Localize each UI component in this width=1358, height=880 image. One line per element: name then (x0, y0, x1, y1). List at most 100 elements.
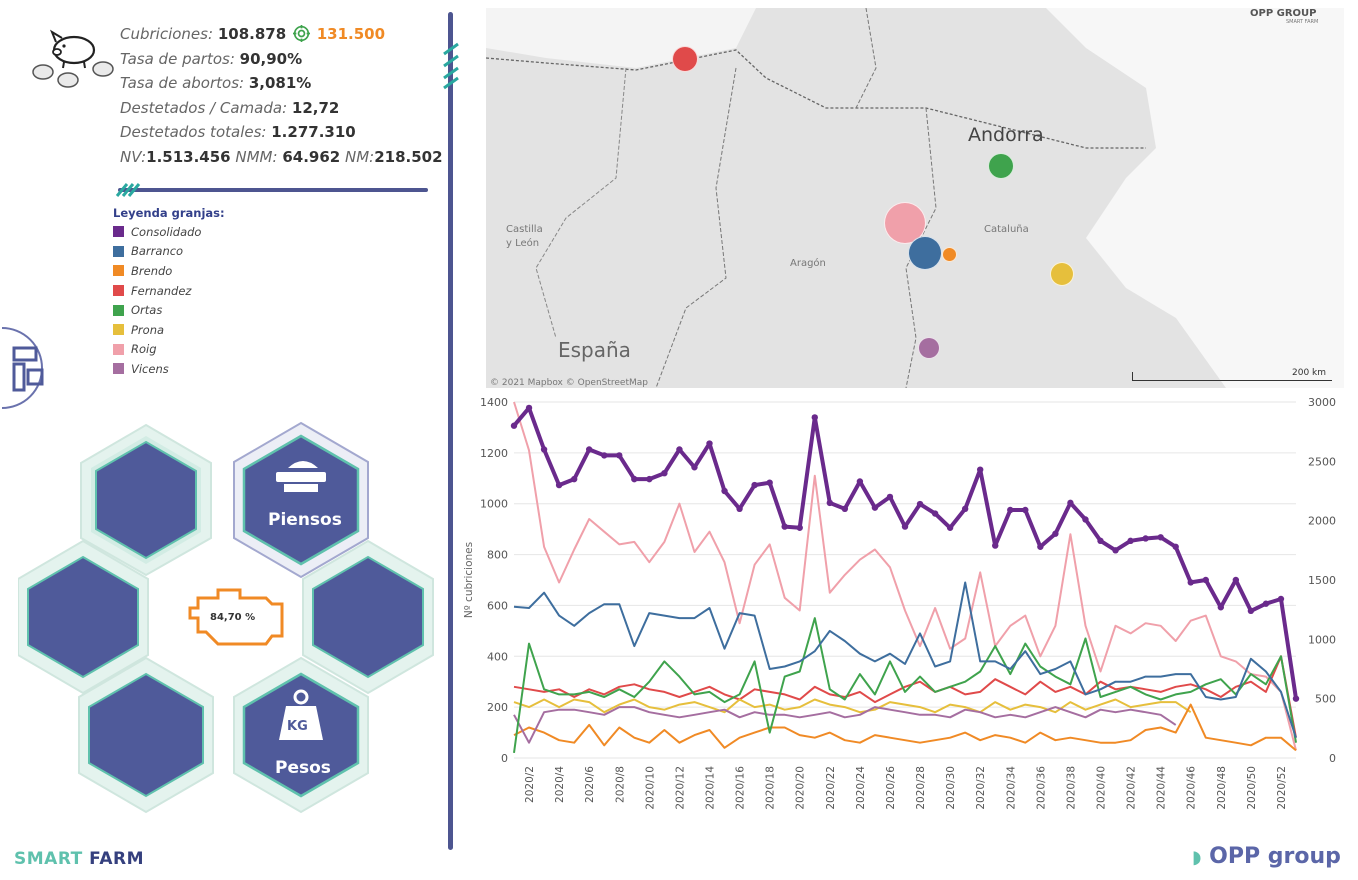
weight-icon (279, 689, 323, 740)
legend-item-prona[interactable]: Prona (113, 320, 225, 340)
legend-label: Fernandez (131, 283, 192, 298)
hex-empty-middle-left[interactable] (18, 539, 149, 695)
cubriciones-value: 108.878 (217, 25, 287, 43)
engine-value: 84,70 % (210, 612, 256, 623)
hex-empty-middle-right[interactable] (302, 539, 434, 695)
series-line-consolidado (512, 405, 1298, 699)
hex-pesos[interactable] (233, 656, 369, 814)
x-tick-label: 2020/24 (855, 766, 867, 810)
series-point-consolidado (616, 452, 623, 459)
y-tick-label: 0 (501, 752, 508, 765)
series-point-consolidado (1082, 516, 1089, 523)
series-point-consolidado (886, 493, 894, 501)
y2-tick-label: 1000 (1308, 633, 1336, 646)
series-line-brendo (513, 703, 1297, 752)
series-point-consolidado (1112, 547, 1119, 554)
map-dot-vicens[interactable] (918, 337, 940, 359)
series-line-ortas (513, 617, 1297, 754)
series-line-prona (513, 698, 1192, 714)
legend-item-ortas[interactable]: Ortas (113, 300, 225, 320)
series-point-consolidado (781, 523, 788, 530)
x-tick-label: 2020/26 (885, 766, 897, 810)
series-point-consolidado (691, 464, 698, 471)
legend-item-fernandez[interactable]: Fernandez (113, 281, 225, 301)
divider-knot-icon (115, 183, 141, 197)
series-point-consolidado (931, 510, 939, 517)
map-dot-fernandez[interactable] (672, 46, 698, 72)
legend-swatch (113, 226, 124, 238)
x-tick-label: 2020/10 (644, 766, 656, 810)
nm-label: NM: (345, 147, 375, 166)
legend-item-brendo[interactable]: Brendo (113, 261, 225, 281)
series-point-consolidado (1172, 543, 1179, 550)
series-point-consolidado (826, 499, 834, 507)
legend-item-vicens[interactable]: Vicens (113, 359, 225, 379)
feeder-side-icon[interactable] (0, 326, 72, 410)
series-line-vicens (513, 706, 1177, 744)
destetados-totales-value: 1.277.310 (271, 123, 356, 141)
legend-label: Barranco (131, 244, 184, 259)
legend-label: Ortas (131, 303, 163, 318)
opp-logo-text: OPP group (1209, 844, 1341, 869)
map-scale-tick (1132, 372, 1133, 381)
map-dot-ortas[interactable] (988, 153, 1014, 179)
series-point-consolidado (570, 475, 578, 483)
x-tick-label: 2020/44 (1156, 766, 1168, 810)
series-point-consolidado (1217, 604, 1225, 611)
series-point-consolidado (1202, 576, 1209, 584)
series-point-consolidado (1142, 535, 1149, 542)
legend-swatch (113, 265, 124, 277)
divider-knot-icon-top (443, 42, 459, 90)
x-tick-label: 2020/36 (1035, 766, 1047, 810)
series-point-consolidado (510, 422, 518, 429)
x-tick-label: 2020/8 (614, 766, 626, 803)
farm-map[interactable]: Andorra España Castilla y León Aragón Ca… (486, 8, 1344, 388)
series-point-consolidado (661, 470, 668, 477)
series-point-consolidado (585, 446, 593, 453)
series-point-consolidado (1052, 530, 1059, 537)
legend-item-roig[interactable]: Roig (113, 340, 225, 360)
legend-item-consolidado[interactable]: Consolidado (113, 222, 225, 242)
x-tick-label: 2020/2 (524, 766, 536, 803)
hex-empty-top-left[interactable] (80, 423, 212, 577)
legend-item-barranco[interactable]: Barranco (113, 242, 225, 262)
series-point-consolidado (676, 446, 683, 453)
y2-tick-label: 2000 (1308, 515, 1336, 528)
y2-tick-label: 3000 (1308, 396, 1336, 409)
series-point-consolidado (1262, 600, 1270, 607)
kpi-panel: Cubriciones: 108.878 131.500 Tasa de par… (120, 22, 443, 169)
x-tick-label: 2020/14 (705, 766, 717, 810)
farm-legend: Leyenda granjas: Consolidado Barranco Bren… (113, 206, 225, 379)
hex-empty-bottom-left[interactable] (78, 656, 214, 814)
legend-label: Brendo (131, 263, 173, 278)
legend-swatch (113, 343, 124, 355)
legend-title: Leyenda granjas: (113, 206, 225, 220)
x-tick-label: 2020/30 (945, 766, 957, 810)
series-point-consolidado (1022, 506, 1029, 514)
map-dot-barranco[interactable] (908, 236, 942, 270)
series-point-consolidado (766, 479, 773, 486)
series-point-consolidado (1277, 595, 1285, 603)
y2-tick-label: 1500 (1308, 574, 1336, 587)
logo-farm: FARM (89, 849, 144, 869)
y-tick-label: 800 (487, 549, 508, 562)
series-point-consolidado (1067, 499, 1074, 507)
map-logo-sub: SMART FARM (1286, 19, 1319, 25)
legend-label: Roig (131, 342, 157, 357)
map-dot-brendo[interactable] (942, 247, 957, 262)
series-point-consolidado (992, 542, 999, 549)
horizontal-divider (118, 188, 428, 192)
destetados-camada-value: 12,72 (291, 98, 340, 117)
x-tick-label: 2020/20 (795, 766, 807, 810)
partos-value: 90,90% (239, 49, 303, 68)
x-tick-label: 2020/52 (1276, 766, 1288, 810)
cubriciones-line-chart[interactable]: 0 200 400 600 800 1000 1200 1400 0 500 1000 1500 200… (458, 390, 1348, 830)
legend-label: Consolidado (131, 224, 202, 239)
destetados-totales-label: Destetados totales: (120, 123, 267, 141)
legend-label: Prona (131, 322, 165, 337)
hexagon-menu (18, 421, 434, 814)
map-dot-prona[interactable] (1050, 262, 1074, 286)
hex-piensos[interactable] (233, 421, 369, 579)
legend-swatch (113, 304, 124, 316)
series-point-consolidado (1127, 537, 1134, 545)
